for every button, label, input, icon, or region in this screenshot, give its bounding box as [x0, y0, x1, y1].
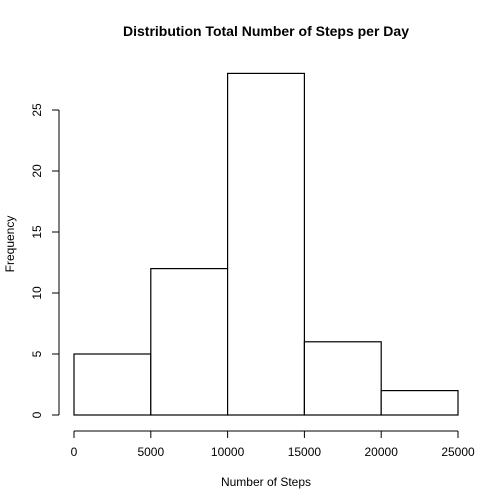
x-axis-label: Number of Steps: [221, 475, 311, 489]
x-tick-label: 5000: [137, 445, 164, 459]
x-tick-label: 25000: [441, 445, 475, 459]
y-tick-label: 10: [30, 286, 44, 300]
y-tick-label: 20: [30, 164, 44, 178]
histogram-bar: [227, 72, 306, 416]
x-tick-label: 10000: [211, 445, 245, 459]
chart-title: Distribution Total Number of Steps per D…: [123, 23, 409, 39]
histogram-bar: [303, 341, 382, 416]
x-tick-label: 0: [71, 445, 78, 459]
y-tick-label: 0: [30, 411, 44, 418]
bars-group: [73, 72, 459, 416]
y-tick-label: 15: [30, 225, 44, 239]
x-axis: 0 5000 10000 15000 20000 25000: [71, 430, 475, 459]
y-tick-label: 25: [30, 103, 44, 117]
y-axis-label: Frequency: [3, 216, 17, 273]
y-tick-label: 5: [30, 350, 44, 357]
y-axis: 0 5 10 15 20 25: [30, 103, 60, 418]
x-tick-label: 15000: [288, 445, 322, 459]
histogram-bar: [380, 390, 459, 416]
histogram-bar: [73, 353, 152, 416]
x-tick-label: 20000: [365, 445, 399, 459]
histogram-bar: [150, 268, 229, 416]
